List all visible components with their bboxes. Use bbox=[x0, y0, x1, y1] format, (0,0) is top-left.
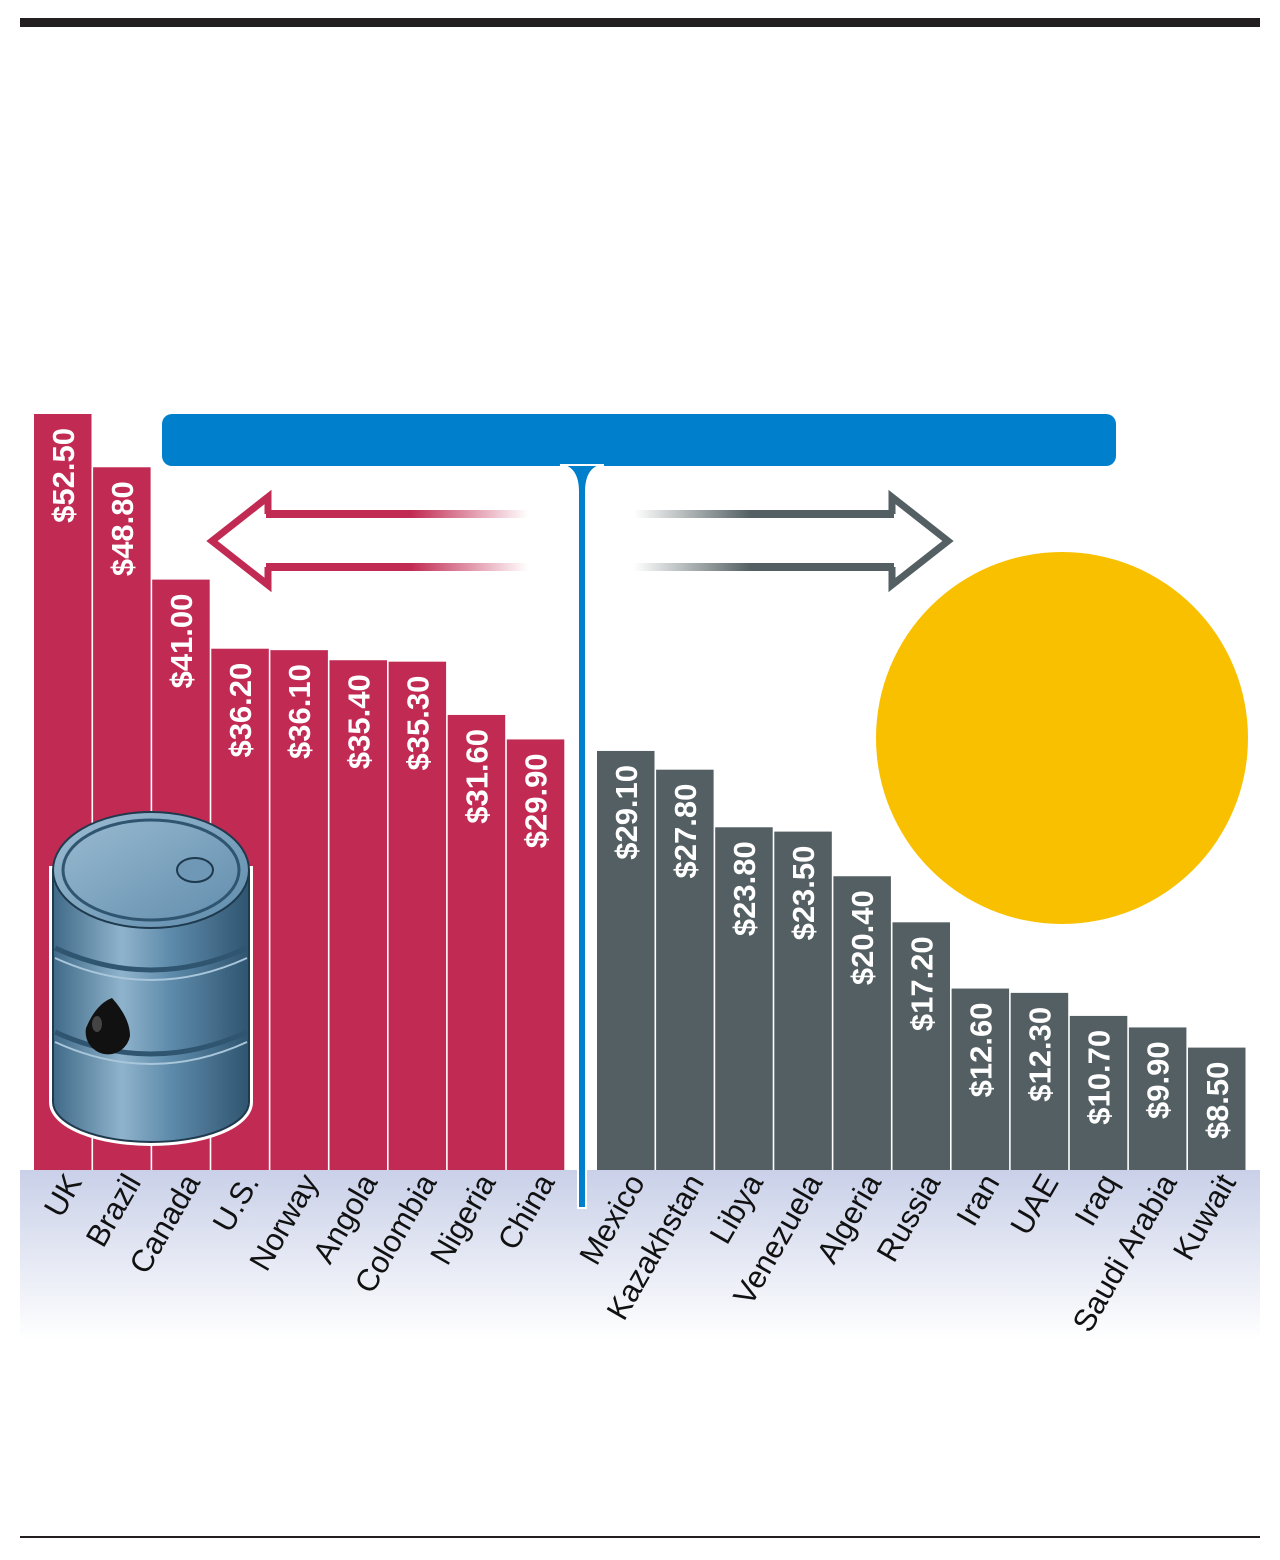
floor-band bbox=[20, 1170, 1260, 1340]
oil-drop-icon bbox=[85, 998, 130, 1055]
bar-norway bbox=[270, 650, 328, 1170]
value-label-angola: $35.40 bbox=[341, 674, 376, 769]
bar-kazakhstan bbox=[656, 769, 714, 1170]
bar-saudi-arabia bbox=[1128, 1027, 1187, 1170]
value-label-saudi-arabia: $9.90 bbox=[1141, 1041, 1176, 1119]
bar-mexico bbox=[597, 750, 655, 1170]
bar-venezuela bbox=[774, 831, 832, 1170]
value-label-nigeria: $31.60 bbox=[459, 729, 494, 824]
value-label-mexico: $29.10 bbox=[609, 765, 644, 860]
value-label-iraq: $10.70 bbox=[1082, 1030, 1117, 1125]
value-label-uk: $52.50 bbox=[46, 428, 81, 523]
bar-libya bbox=[715, 827, 773, 1170]
value-label-algeria: $20.40 bbox=[845, 890, 880, 985]
bar-nigeria bbox=[447, 714, 506, 1170]
value-label-china: $29.90 bbox=[519, 753, 554, 848]
value-label-libya: $23.80 bbox=[727, 841, 762, 936]
sun-icon bbox=[876, 552, 1248, 924]
bar-russia bbox=[892, 922, 950, 1170]
top-rule bbox=[20, 18, 1260, 27]
value-label-uae: $12.30 bbox=[1022, 1007, 1057, 1102]
value-label-colombia: $35.30 bbox=[400, 676, 435, 771]
value-label-kuwait: $8.50 bbox=[1200, 1062, 1235, 1140]
bar-uae bbox=[1010, 992, 1069, 1170]
value-label-russia: $17.20 bbox=[904, 936, 939, 1031]
value-labels-layer: $52.50 $48.80 $41.00 $36.20 $36.10 $35.40 $35.… bbox=[46, 428, 1235, 1139]
oil-barrel-icon bbox=[49, 811, 253, 1146]
value-label-u-s: $36.20 bbox=[223, 663, 258, 758]
value-label-norway: $36.10 bbox=[282, 664, 317, 759]
left-arrow-icon bbox=[206, 489, 528, 593]
bar-kuwait bbox=[1188, 1047, 1246, 1170]
bar-colombia bbox=[388, 661, 447, 1170]
right-arrow-icon bbox=[634, 489, 954, 593]
value-label-kazakhstan: $27.80 bbox=[668, 784, 703, 879]
value-label-venezuela: $23.50 bbox=[786, 846, 821, 941]
bar-angola bbox=[329, 660, 387, 1170]
bar-china bbox=[506, 739, 565, 1170]
header-connector bbox=[162, 414, 1116, 1209]
value-label-iran: $12.60 bbox=[963, 1003, 998, 1098]
bar-iran bbox=[951, 988, 1010, 1170]
value-label-canada: $41.00 bbox=[164, 594, 199, 689]
bar-iraq bbox=[1069, 1015, 1128, 1170]
value-label-brazil: $48.80 bbox=[105, 481, 140, 576]
bottom-rule bbox=[20, 1536, 1260, 1538]
bar-algeria bbox=[833, 876, 891, 1170]
